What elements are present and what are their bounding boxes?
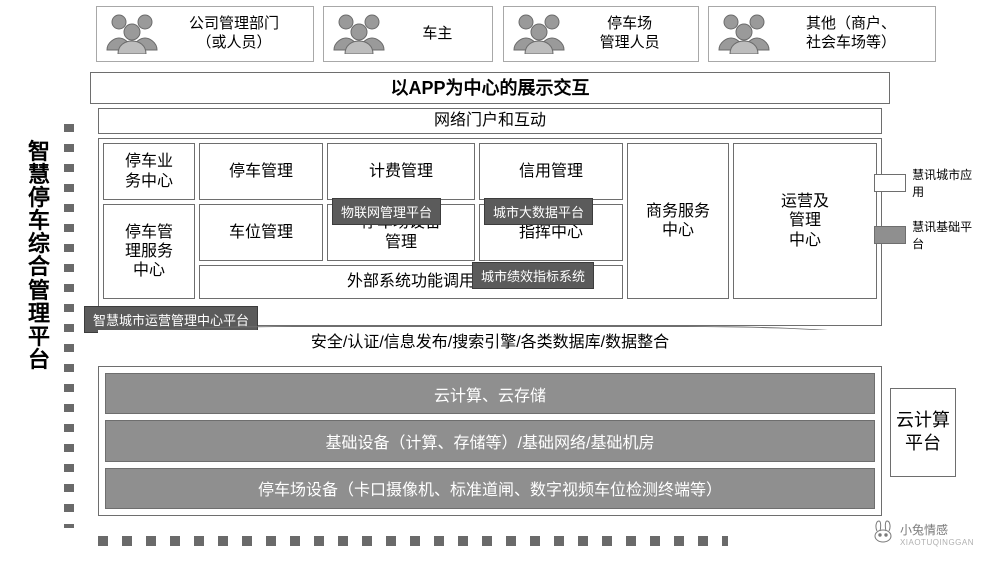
rabbit-icon xyxy=(870,519,896,548)
watermark-name: 小兔情感 xyxy=(900,523,948,537)
legend-row-light: 慧讯城市应用 xyxy=(874,166,976,200)
cell-ops-mgmt: 运营及管理中心 xyxy=(733,143,877,299)
cell-biz-service: 商务服务中心 xyxy=(627,143,729,299)
cloud-bar-compute: 云计算、云存储 xyxy=(105,373,875,414)
people-icon xyxy=(103,10,161,59)
cell-credit-mgmt: 信用管理 xyxy=(479,143,623,200)
actor-other: 其他（商户、社会车场等） xyxy=(708,6,936,62)
diagram-root: 公司管理部门（或人员） 车主 停车场管理人员 其他（商户、社会车场等） 智慧停车… xyxy=(18,6,982,554)
cloud-label: 云计算平台 xyxy=(890,388,956,477)
people-icon xyxy=(330,10,388,59)
header-app: 以APP为中心的展示交互 xyxy=(90,72,890,104)
tag-iot: 物联网管理平台 xyxy=(332,198,441,225)
legend-label: 慧讯基础平台 xyxy=(912,218,976,252)
actor-label: 车主 xyxy=(388,25,486,44)
actor-staff: 停车场管理人员 xyxy=(503,6,699,62)
core-modules: 停车业务中心 停车管理 计费管理 信用管理 商务服务中心 运营及管理中心 停车管… xyxy=(98,138,882,326)
tag-bigdata: 城市大数据平台 xyxy=(484,198,593,225)
tag-kpi: 城市绩效指标系统 xyxy=(472,262,594,289)
watermark: 小兔情感 XIAOTUQINGGAN xyxy=(870,519,974,548)
actor-label: 停车场管理人员 xyxy=(568,15,692,53)
cell-biz-center: 停车业务中心 xyxy=(103,143,195,200)
header-portal: 网络门户和互动 xyxy=(98,108,882,134)
cell-billing-mgmt: 计费管理 xyxy=(327,143,475,200)
actor-row: 公司管理部门（或人员） 车主 停车场管理人员 其他（商户、社会车场等） xyxy=(96,6,936,62)
cloud-bar-devices: 停车场设备（卡口摄像机、标准道闸、数字视频车位检测终端等） xyxy=(105,468,875,509)
legend-label: 慧讯城市应用 xyxy=(912,166,976,200)
gear-teeth-bottom xyxy=(98,536,728,550)
actor-label: 公司管理部门（或人员） xyxy=(161,15,307,53)
cloud-bar-infra: 基础设备（计算、存储等）/基础网络/基础机房 xyxy=(105,420,875,461)
gear-teeth-left xyxy=(64,124,78,528)
swatch-light xyxy=(874,174,906,192)
cell-parking-mgmt: 停车管理 xyxy=(199,143,323,200)
legend-row-dark: 慧讯基础平台 xyxy=(874,218,976,252)
cell-slot-mgmt: 车位管理 xyxy=(199,204,323,261)
actor-company: 公司管理部门（或人员） xyxy=(96,6,314,62)
platform-title-vertical: 智慧停车综合管理平台 xyxy=(18,136,60,526)
people-icon xyxy=(715,10,773,59)
actor-owner: 车主 xyxy=(323,6,493,62)
swatch-dark xyxy=(874,226,906,244)
legend: 慧讯城市应用 慧讯基础平台 xyxy=(874,166,976,270)
watermark-sub: XIAOTUQINGGAN xyxy=(900,538,974,547)
cell-svc-center: 停车管理服务中心 xyxy=(103,204,195,299)
people-icon xyxy=(510,10,568,59)
cloud-stack: 云计算、云存储 基础设备（计算、存储等）/基础网络/基础机房 停车场设备（卡口摄… xyxy=(98,366,882,516)
actor-label: 其他（商户、社会车场等） xyxy=(773,15,929,53)
security-line: 安全/认证/信息发布/搜索引擎/各类数据库/数据整合 xyxy=(98,330,882,356)
